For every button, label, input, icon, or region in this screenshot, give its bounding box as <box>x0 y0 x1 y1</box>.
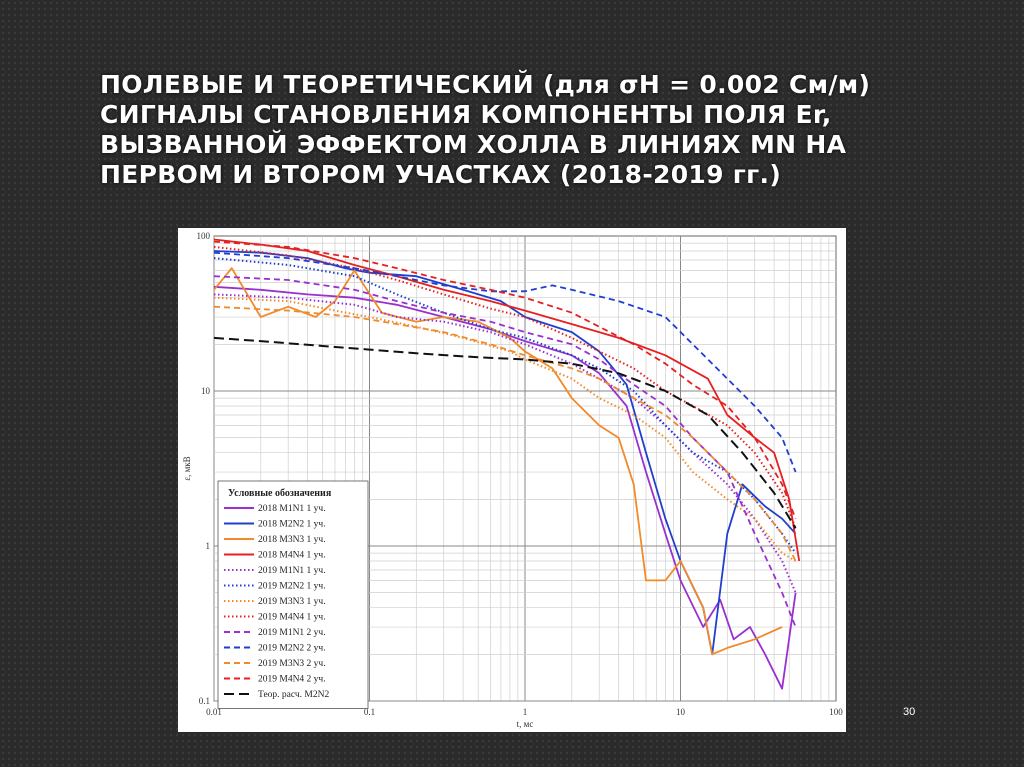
legend-entry: 2018 M1N1 1 уч. <box>258 504 326 514</box>
legend-entry: 2019 M1N1 1 уч. <box>258 566 326 576</box>
series-line-13 <box>213 336 797 529</box>
title-line-4: ПЕРВОМ И ВТОРОМ УЧАСТКАХ (2018-2019 гг.) <box>100 160 782 189</box>
slide-title: ПОЛЕВЫЕ И ТЕОРЕТИЧЕСКИЙ (для σH = 0.002 … <box>100 70 920 190</box>
series-line-4 <box>213 238 801 562</box>
x-axis-label: t, мс <box>517 719 534 729</box>
legend-entry: 2019 M4N4 1 уч. <box>258 613 326 623</box>
y-tick-label: 1 <box>206 541 211 551</box>
series-line-2 <box>213 250 797 656</box>
y-tick-label: 100 <box>197 231 211 241</box>
legend-entry: 2018 M4N4 1 уч. <box>258 551 326 561</box>
y-axis-label: ε, мкВ <box>182 456 192 480</box>
x-tick-label: 1 <box>523 707 528 717</box>
series-line-11 <box>213 305 797 562</box>
title-line-1: ПОЛЕВЫЕ И ТЕОРЕТИЧЕСКИЙ (для σH = 0.002 … <box>100 70 871 99</box>
legend-entry: 2019 M2N2 2 уч. <box>258 644 326 654</box>
legend-entry: 2019 M2N2 1 уч. <box>258 582 326 592</box>
series-line-8 <box>213 245 797 529</box>
x-tick-label: 0.1 <box>364 707 375 717</box>
title-line-3: ВЫЗВАННОЙ ЭФФЕКТОМ ХОЛЛА В ЛИНИЯХ MN НА <box>100 130 847 159</box>
title-line-2: СИГНАЛЫ СТАНОВЛЕНИЯ КОМПОНЕНТЫ ПОЛЯ Er, <box>100 100 832 129</box>
series-line-12 <box>213 240 797 520</box>
chart-panel: 0.01 0.1 1 10 100 100 10 1 0.1 t, мс ε, мкВ Усло… <box>178 228 846 732</box>
y-tick-label: 0.1 <box>199 696 210 706</box>
x-tick-label: 100 <box>829 707 843 717</box>
legend-entry: 2019 M4N4 2 уч. <box>258 675 326 685</box>
legend-entry: 2018 M3N3 1 уч. <box>258 535 326 545</box>
page-number: 30 <box>903 706 916 718</box>
x-tick-label: 0.01 <box>206 707 222 717</box>
x-tick-label: 10 <box>676 707 686 717</box>
y-tick-label: 10 <box>201 386 211 396</box>
legend-title: Условные обозначения <box>228 488 332 499</box>
series-line-1 <box>213 285 797 690</box>
legend-entry: Теор. расч. M2N2 <box>258 690 329 700</box>
legend: Условные обозначения 2018 M1N1 1 уч. 2018… <box>217 480 369 709</box>
series-line-7 <box>213 296 797 562</box>
series-line-10 <box>213 251 797 473</box>
legend-entry: 2018 M2N2 1 уч. <box>258 520 326 530</box>
series-line-9 <box>213 275 797 628</box>
legend-entry: 2019 M3N3 2 уч. <box>258 659 326 669</box>
legend-box <box>217 480 369 709</box>
legend-entry: 2019 M3N3 1 уч. <box>258 597 326 607</box>
series-layer <box>213 238 801 690</box>
legend-entry: 2019 M1N1 2 уч. <box>258 628 326 638</box>
